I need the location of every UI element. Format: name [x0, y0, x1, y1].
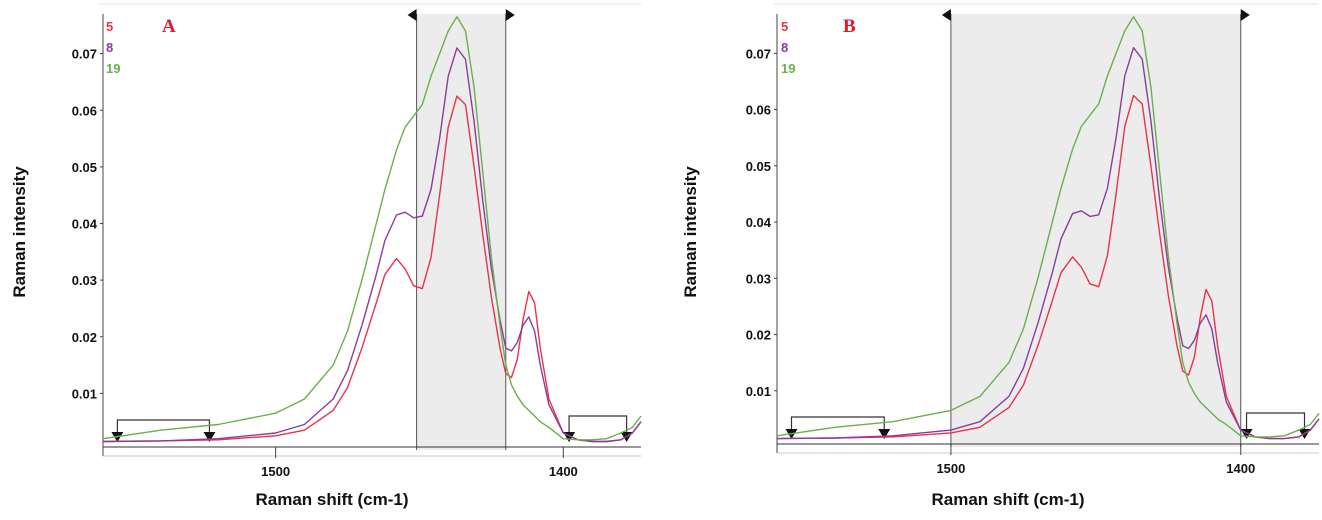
series-line-19: [102, 16, 642, 441]
y-tick-label: 0.07: [746, 46, 771, 61]
y-tick-label: 0.06: [746, 103, 771, 118]
legend-entry: 8: [781, 40, 788, 55]
series-line-5: [102, 95, 642, 443]
y-tick-label: 0.01: [746, 384, 771, 399]
x-axis-title: Raman shift (cm-1): [255, 490, 408, 509]
y-axis-title: Raman intensity: [10, 166, 29, 298]
panel-label: B: [843, 16, 856, 37]
x-tick-label: 1400: [549, 464, 578, 479]
chart-panel-b: 0.01 0.02 0.03 0.04 0.05 0.06 0.07 1500 1400 5 8 19…: [661, 0, 1322, 520]
range-handle-right-icon: [1240, 9, 1250, 21]
series-line-8: [776, 47, 1320, 440]
y-tick-label: 0.06: [72, 103, 97, 118]
legend-entry: 19: [106, 61, 120, 76]
y-tick-label: 0.03: [72, 273, 97, 288]
baseline-region-bracket: [116, 419, 211, 440]
range-handle-right-icon: [505, 9, 515, 21]
series-line-19: [776, 16, 1320, 438]
x-tick-label: 1500: [936, 461, 965, 476]
legend-entry: 5: [781, 19, 788, 34]
legend-entry: 19: [781, 61, 795, 76]
y-tick-label: 0.01: [72, 386, 97, 401]
baseline-marker-icon: [878, 429, 891, 439]
baseline-region-bracket: [1245, 412, 1306, 437]
y-axis-title: Raman intensity: [681, 166, 700, 298]
y-tick-label: 0.03: [746, 271, 771, 286]
range-handle-left-icon: [407, 9, 417, 21]
series-line-8: [102, 47, 642, 443]
x-tick-label: 1400: [1226, 461, 1255, 476]
y-tick-label: 0.05: [72, 160, 97, 175]
x-tick-label: 1500: [261, 464, 290, 479]
panel-label: A: [162, 16, 176, 37]
selected-range-shade: [416, 14, 506, 450]
selected-range-shade: [950, 14, 1241, 447]
raman-chart-a: 0.01 0.02 0.03 0.04 0.05 0.06 0.07 1500 1400 5 8 19…: [10, 3, 642, 509]
raman-chart-b: 0.01 0.02 0.03 0.04 0.05 0.06 0.07 1500 1400 5 8 19…: [681, 3, 1320, 509]
baseline-marker-icon: [203, 432, 216, 442]
legend-entry: 5: [106, 19, 113, 34]
range-handle-left-icon: [941, 9, 951, 21]
legend-entry: 8: [106, 40, 113, 55]
y-tick-label: 0.07: [72, 47, 97, 62]
baseline-region-bracket: [790, 416, 885, 437]
y-tick-label: 0.04: [746, 215, 772, 230]
y-tick-label: 0.02: [72, 330, 97, 345]
baseline-region-bracket: [568, 415, 628, 440]
y-tick-label: 0.02: [746, 328, 771, 343]
y-tick-label: 0.05: [746, 159, 771, 174]
chart-panel-a: 0.01 0.02 0.03 0.04 0.05 0.06 0.07 1500 1400 5 8 19…: [10, 3, 642, 509]
y-tick-label: 0.04: [72, 217, 98, 232]
x-axis-title: Raman shift (cm-1): [931, 490, 1084, 509]
